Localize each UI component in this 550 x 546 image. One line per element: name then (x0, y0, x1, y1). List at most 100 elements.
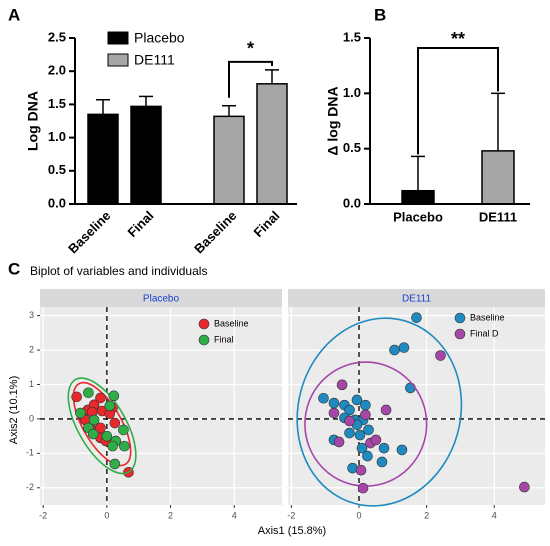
point (411, 312, 422, 323)
point (389, 344, 400, 356)
x-tick-label: Final (250, 208, 282, 240)
point (344, 427, 355, 439)
point (318, 392, 329, 404)
x-tick-label: Baseline (65, 208, 113, 256)
point (104, 400, 116, 412)
y-tick-label: 1 (29, 379, 34, 389)
point (396, 444, 408, 456)
x-tick-label: -2 (39, 510, 47, 520)
bar (401, 189, 435, 205)
significance-bracket (228, 60, 273, 98)
plot-background (288, 307, 545, 505)
legend-label: Baseline (214, 318, 249, 328)
y-tick-label: -1 (26, 448, 34, 458)
point (357, 482, 369, 494)
y-tick-label: 1.0 (343, 85, 361, 100)
annotation: ** (451, 29, 465, 49)
x-tick-label: -2 (287, 510, 295, 520)
y-tick-label: 3 (29, 310, 34, 320)
confidence-ellipse (296, 317, 463, 507)
significance-bracket (417, 47, 499, 155)
point (354, 429, 366, 441)
y-tick-label: 1.5 (48, 96, 66, 111)
point (101, 430, 113, 442)
bar (87, 113, 119, 205)
point (378, 442, 390, 454)
legend-marker (454, 312, 466, 324)
x-tick-label: 0 (104, 510, 109, 520)
y-tick-label: 0.0 (48, 195, 66, 210)
x-tick-label: Placebo (393, 209, 443, 224)
x-tick-label: DE111 (479, 209, 517, 224)
point (376, 456, 388, 468)
point (87, 428, 99, 440)
point (109, 417, 121, 429)
y-tick-label: 0 (29, 413, 34, 423)
legend-label: Final D (470, 328, 499, 338)
point (362, 450, 373, 462)
point (75, 407, 86, 419)
x-tick-label: 0 (357, 510, 362, 520)
point (351, 394, 363, 406)
confidence-ellipse (72, 381, 132, 467)
point (360, 409, 371, 421)
point (398, 342, 410, 353)
facet-strip (288, 289, 545, 307)
point (363, 424, 374, 436)
point (344, 415, 355, 427)
point (355, 464, 367, 476)
legend-label: Placebo (134, 30, 185, 46)
x-tick-label: Final (124, 208, 156, 240)
bar (256, 83, 288, 205)
y-axis-label: Δ log DNA (325, 86, 341, 155)
y-axis-label: Log DNA (25, 91, 41, 151)
panel-label: A (8, 5, 20, 24)
x-axis-label: Axis1 (15.8%) (258, 525, 326, 537)
y-tick-label: -2 (26, 482, 34, 492)
point (356, 442, 368, 454)
point (108, 390, 120, 402)
panel-label: C (8, 259, 20, 278)
chart-title: Biplot of variables and individuals (30, 264, 207, 278)
x-tick-label: 2 (168, 510, 173, 520)
legend-label: DE111 (134, 52, 175, 68)
point (344, 404, 355, 416)
point (336, 379, 348, 391)
x-tick-label: Baseline (191, 208, 239, 256)
facet-title: DE111 (402, 294, 432, 305)
point (333, 436, 345, 448)
y-tick-label: 1.5 (343, 29, 361, 44)
bar (481, 150, 515, 205)
y-tick-label: 2.0 (48, 63, 66, 78)
legend-marker (454, 328, 466, 340)
point (88, 414, 100, 426)
y-tick-label: 2 (29, 344, 34, 354)
y-tick-label: 1.0 (48, 129, 66, 144)
point (71, 391, 82, 403)
point (435, 350, 446, 361)
x-tick-label: 4 (492, 510, 497, 520)
point (328, 407, 340, 419)
legend-swatch (107, 53, 129, 67)
x-tick-label: 4 (232, 510, 237, 520)
point (119, 440, 130, 452)
point (519, 481, 530, 493)
point (95, 392, 106, 404)
facet-title: Placebo (143, 294, 180, 305)
y-axis-label: Axis2 (10.1%) (8, 376, 20, 444)
legend-label: Final (214, 334, 234, 344)
y-tick-label: 0.5 (343, 140, 361, 155)
facet-strip (40, 289, 282, 307)
annotation: * (247, 39, 254, 59)
point (118, 424, 129, 436)
y-tick-label: 0.5 (48, 162, 66, 177)
point (380, 404, 392, 416)
legend-marker (198, 334, 210, 346)
point (328, 397, 340, 409)
panel-label: B (374, 5, 386, 24)
x-tick-label: 2 (424, 510, 429, 520)
point (107, 440, 118, 452)
bar (213, 115, 245, 205)
point (109, 458, 121, 470)
bar (130, 105, 162, 205)
